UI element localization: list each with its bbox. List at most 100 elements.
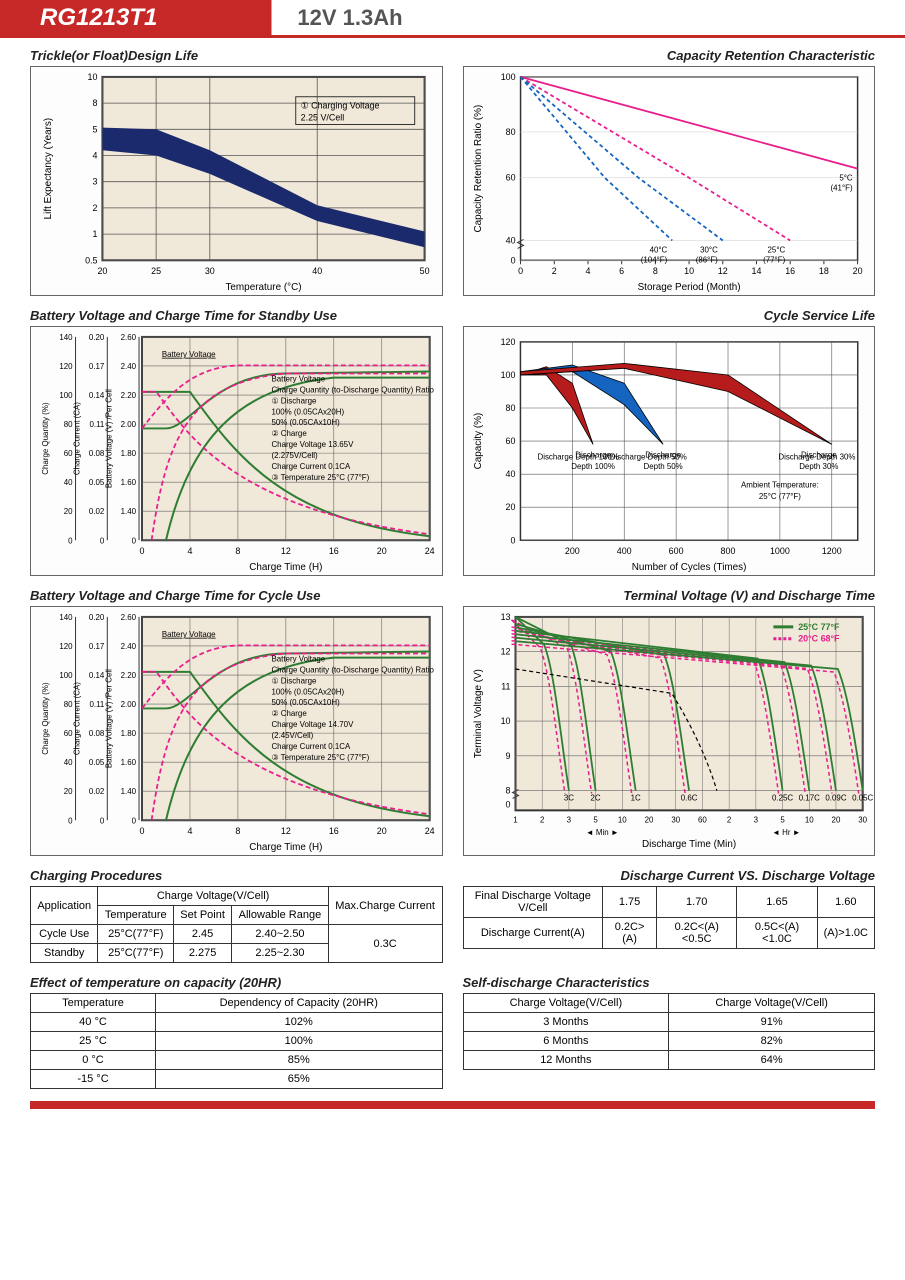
svg-text:0.02: 0.02	[89, 507, 104, 516]
svg-text:0: 0	[100, 536, 105, 545]
svg-text:2: 2	[539, 815, 543, 824]
svg-text:0.20: 0.20	[89, 333, 105, 342]
svg-text:① Charging Voltage: ① Charging Voltage	[301, 101, 380, 111]
svg-text:0: 0	[132, 536, 137, 545]
svg-text:20: 20	[64, 507, 73, 516]
svg-text:Charge Quantity (%): Charge Quantity (%)	[41, 402, 50, 475]
svg-text:Charge Current 0.1CA: Charge Current 0.1CA	[271, 462, 351, 471]
svg-text:0.05: 0.05	[89, 758, 105, 767]
svg-text:10: 10	[804, 815, 813, 824]
svg-text:② Charge: ② Charge	[271, 709, 307, 718]
svg-text:0.6C: 0.6C	[680, 793, 697, 802]
svg-text:0.14: 0.14	[89, 671, 105, 680]
svg-text:120: 120	[500, 337, 515, 347]
cyclelife-chart: 02040608010012020040060080010001200Disch…	[463, 326, 876, 576]
svg-text:0.11: 0.11	[89, 420, 104, 429]
svg-text:(86°F): (86°F)	[695, 255, 717, 264]
svg-text:20: 20	[644, 815, 653, 824]
svg-text:Depth 50%: Depth 50%	[643, 462, 682, 471]
svg-text:12: 12	[717, 266, 727, 276]
svg-text:Charge Time (H): Charge Time (H)	[249, 562, 322, 573]
svg-text:20: 20	[377, 546, 387, 556]
svg-text:200: 200	[564, 546, 579, 556]
svg-text:60: 60	[698, 815, 707, 824]
svg-text:1C: 1C	[630, 793, 640, 802]
svg-text:10: 10	[684, 266, 694, 276]
svg-text:1.60: 1.60	[121, 478, 137, 487]
cycleuse-chart: 04812162024020406080100120140Charge Quan…	[30, 606, 443, 856]
svg-text:0: 0	[510, 255, 515, 265]
svg-text:20: 20	[377, 826, 387, 836]
svg-text:2.00: 2.00	[121, 700, 137, 709]
svg-text:40: 40	[312, 266, 322, 276]
svg-text:10: 10	[500, 716, 510, 726]
svg-text:0.08: 0.08	[89, 449, 105, 458]
svg-text:Number of Cycles (Times): Number of Cycles (Times)	[631, 562, 746, 573]
svg-text:80: 80	[505, 403, 515, 413]
retention-title: Capacity Retention Characteristic	[463, 48, 876, 63]
svg-text:(2.45V/Cell): (2.45V/Cell)	[271, 731, 313, 740]
svg-text:25°C (77°F): 25°C (77°F)	[758, 492, 800, 501]
svg-text:(41°F): (41°F)	[830, 183, 852, 192]
retention-chart: 0246810121416182004060801005°C(41°F)25°C…	[463, 66, 876, 296]
svg-text:Storage Period (Month): Storage Period (Month)	[637, 282, 740, 293]
svg-text:0: 0	[68, 816, 73, 825]
svg-text:5: 5	[92, 124, 97, 134]
svg-text:25°C: 25°C	[767, 245, 785, 254]
svg-text:20: 20	[64, 787, 73, 796]
svg-text:0: 0	[505, 799, 510, 809]
svg-text:Charge Voltage 13.65V: Charge Voltage 13.65V	[271, 440, 354, 449]
svg-text:20: 20	[505, 502, 515, 512]
svg-text:16: 16	[329, 546, 339, 556]
svg-text:1200: 1200	[821, 546, 841, 556]
svg-text:Discharge: Discharge	[575, 451, 611, 460]
svg-text:12: 12	[281, 546, 291, 556]
charging-title: Charging Procedures	[30, 868, 443, 883]
svg-text:25: 25	[151, 266, 161, 276]
selfdis-title: Self-discharge Characteristics	[463, 975, 876, 990]
svg-text:1.80: 1.80	[121, 729, 137, 738]
svg-text:2.40: 2.40	[121, 642, 137, 651]
model-badge: RG1213T1	[20, 2, 177, 34]
svg-text:120: 120	[59, 642, 73, 651]
svg-text:Temperature (°C): Temperature (°C)	[225, 282, 301, 293]
svg-text:Battery Voltage: Battery Voltage	[271, 375, 325, 384]
trickle-title: Trickle(or Float)Design Life	[30, 48, 443, 63]
svg-text:30: 30	[858, 815, 867, 824]
svg-text:0: 0	[100, 816, 105, 825]
header-bar: RG1213T1 12V 1.3Ah	[0, 0, 905, 38]
svg-text:40: 40	[64, 478, 73, 487]
svg-text:0.17: 0.17	[89, 362, 104, 371]
svg-text:10: 10	[617, 815, 626, 824]
svg-text:60: 60	[505, 436, 515, 446]
svg-text:(77°F): (77°F)	[763, 255, 785, 264]
svg-text:② Charge: ② Charge	[271, 429, 307, 438]
svg-text:Charge Quantity (to-Discharge: Charge Quantity (to-Discharge Quantity) …	[271, 385, 434, 394]
svg-text:2.20: 2.20	[121, 671, 137, 680]
svg-text:Discharge Time (Min): Discharge Time (Min)	[642, 839, 736, 850]
svg-text:Charge Quantity (%): Charge Quantity (%)	[41, 682, 50, 755]
svg-text:3C: 3C	[563, 793, 573, 802]
svg-text:1: 1	[513, 815, 518, 824]
svg-text:6: 6	[619, 266, 624, 276]
svg-text:25°C 77°F: 25°C 77°F	[798, 622, 840, 632]
charging-table: ApplicationCharge Voltage(V/Cell)Max.Cha…	[30, 886, 443, 963]
svg-text:8: 8	[505, 785, 510, 795]
svg-text:Battery Voltage: Battery Voltage	[162, 350, 216, 359]
svg-text:0.09C: 0.09C	[825, 793, 846, 802]
svg-text:1.40: 1.40	[121, 787, 137, 796]
svg-text:30: 30	[205, 266, 215, 276]
svg-text:0: 0	[140, 826, 145, 836]
svg-text:600: 600	[668, 546, 683, 556]
svg-text:140: 140	[59, 613, 73, 622]
svg-text:8: 8	[235, 546, 240, 556]
svg-text:Charge Time (H): Charge Time (H)	[249, 842, 322, 853]
svg-text:100% (0.05CAx20H): 100% (0.05CAx20H)	[271, 407, 344, 416]
svg-text:Terminal Voltage (V): Terminal Voltage (V)	[472, 669, 483, 758]
svg-text:5: 5	[593, 815, 598, 824]
svg-text:Ambient Temperature:: Ambient Temperature:	[740, 480, 818, 489]
svg-text:3: 3	[753, 815, 758, 824]
svg-text:50% (0.05CAx10H): 50% (0.05CAx10H)	[271, 418, 340, 427]
terminal-title: Terminal Voltage (V) and Discharge Time	[463, 588, 876, 603]
svg-text:20: 20	[831, 815, 840, 824]
